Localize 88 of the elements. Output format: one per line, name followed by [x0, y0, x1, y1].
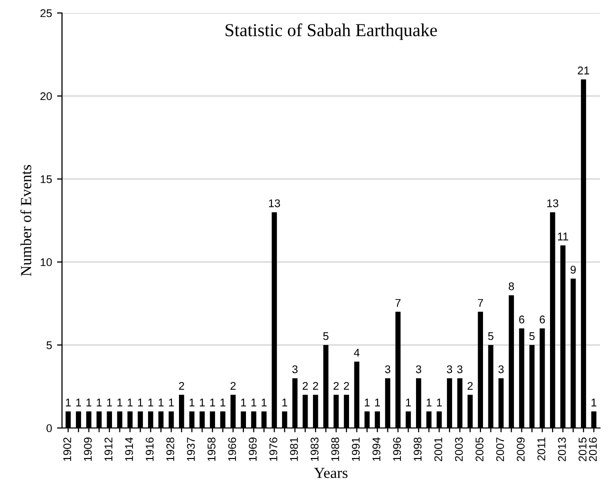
x-tick-label: 1958 — [208, 438, 216, 461]
data-label: 7 — [478, 299, 483, 307]
x-tick-label: 2013 — [558, 438, 566, 462]
data-label: 1 — [107, 398, 112, 406]
x-tick-label: 1928 — [166, 438, 174, 461]
data-label: 2 — [179, 382, 184, 390]
y-tick-label: 10 — [40, 258, 52, 266]
y-axis-title: Number of Events — [20, 165, 32, 276]
y-tick-label: 25 — [40, 9, 52, 18]
data-label: 13 — [268, 199, 280, 208]
text: Statistic of Sabah Earthquake — [226, 23, 437, 40]
data-label: 2 — [313, 382, 318, 390]
data-label: 9 — [570, 266, 576, 274]
x-tick-label: 1996 — [393, 438, 401, 461]
data-label: 1 — [262, 398, 267, 406]
data-label: 2 — [344, 382, 349, 390]
x-tick-label: 2001 — [434, 438, 442, 462]
data-label: 1 — [117, 398, 122, 406]
x-tick-label: 2005 — [476, 437, 484, 462]
data-label: 5 — [488, 332, 494, 340]
data-label: 13 — [547, 199, 558, 208]
data-label: 1 — [426, 398, 432, 406]
data-label: 1 — [592, 398, 596, 406]
x-tick-label: 1912 — [104, 438, 112, 461]
data-label: 3 — [385, 365, 390, 374]
data-label: 1 — [158, 398, 164, 406]
data-label: 3 — [292, 365, 298, 374]
x-tick-label: 1909 — [84, 438, 92, 461]
data-label: 2 — [230, 382, 236, 390]
x-tick-label: 1902 — [63, 438, 72, 461]
x-tick-label: 2011 — [537, 438, 546, 460]
data-label: 2 — [334, 382, 339, 390]
data-label: 7 — [395, 299, 401, 307]
data-label: 6 — [519, 316, 524, 324]
data-label: 1 — [128, 398, 133, 406]
y-tick-label: 20 — [40, 92, 52, 100]
data-label: 3 — [416, 365, 422, 374]
x-tick-label: 2016 — [588, 438, 597, 462]
y-tick-label: 0 — [46, 424, 52, 432]
data-label: 3 — [446, 365, 452, 374]
x-tick-label: 1981 — [290, 438, 298, 461]
data-label: 1 — [375, 398, 380, 406]
data-label: 1 — [210, 398, 216, 406]
x-tick-label: 1966 — [228, 438, 236, 461]
data-label: 1 — [251, 398, 256, 406]
data-label: 6 — [540, 316, 545, 324]
x-tick-label: 1988 — [331, 438, 340, 461]
data-label: 1 — [190, 398, 194, 406]
data-label: 1 — [96, 398, 102, 406]
data-label: 21 — [578, 66, 590, 74]
data-label: 1 — [66, 398, 71, 406]
x-tick-label: 1994 — [372, 437, 380, 461]
x-tick-label: 2007 — [496, 438, 504, 462]
data-label: 1 — [364, 398, 370, 406]
x-tick-label: 1969 — [248, 438, 257, 461]
x-tick-label: 1937 — [186, 438, 195, 461]
x-tick-label: 1914 — [125, 437, 134, 461]
data-label: 1 — [138, 398, 143, 406]
x-axis-title: Years — [314, 468, 348, 478]
data-label: 3 — [457, 365, 462, 374]
data-label: 2 — [468, 382, 473, 390]
data-label: 11 — [558, 232, 568, 240]
data-label: 1 — [169, 398, 174, 406]
data-label: 1 — [436, 398, 442, 406]
y-tick-label: 15 — [40, 175, 52, 184]
data-label: 1 — [220, 398, 226, 406]
data-label: 1 — [148, 398, 154, 406]
x-tick-label: 1976 — [269, 438, 278, 461]
x-tick-label: 2009 — [516, 438, 525, 462]
data-label: 1 — [200, 398, 205, 406]
data-label: 1 — [76, 398, 82, 406]
data-label: 1 — [86, 398, 92, 406]
x-tick-label: 1998 — [414, 438, 422, 461]
data-label: 1 — [406, 398, 411, 406]
data-label: 5 — [529, 332, 535, 340]
data-label: 4 — [354, 348, 360, 357]
x-tick-label: 1983 — [310, 438, 319, 461]
x-tick-label: 2015 — [578, 437, 586, 462]
data-label: 1 — [282, 398, 288, 406]
data-label: 8 — [508, 282, 514, 290]
data-label: 1 — [241, 398, 246, 406]
y-tick-label: 5 — [46, 341, 52, 350]
x-tick-label: 2003 — [454, 438, 463, 462]
x-tick-label: 1916 — [146, 438, 154, 461]
data-label: 5 — [323, 332, 328, 340]
data-label: 3 — [498, 365, 504, 374]
data-label: 2 — [302, 382, 308, 390]
x-tick-label: 1991 — [352, 438, 360, 461]
